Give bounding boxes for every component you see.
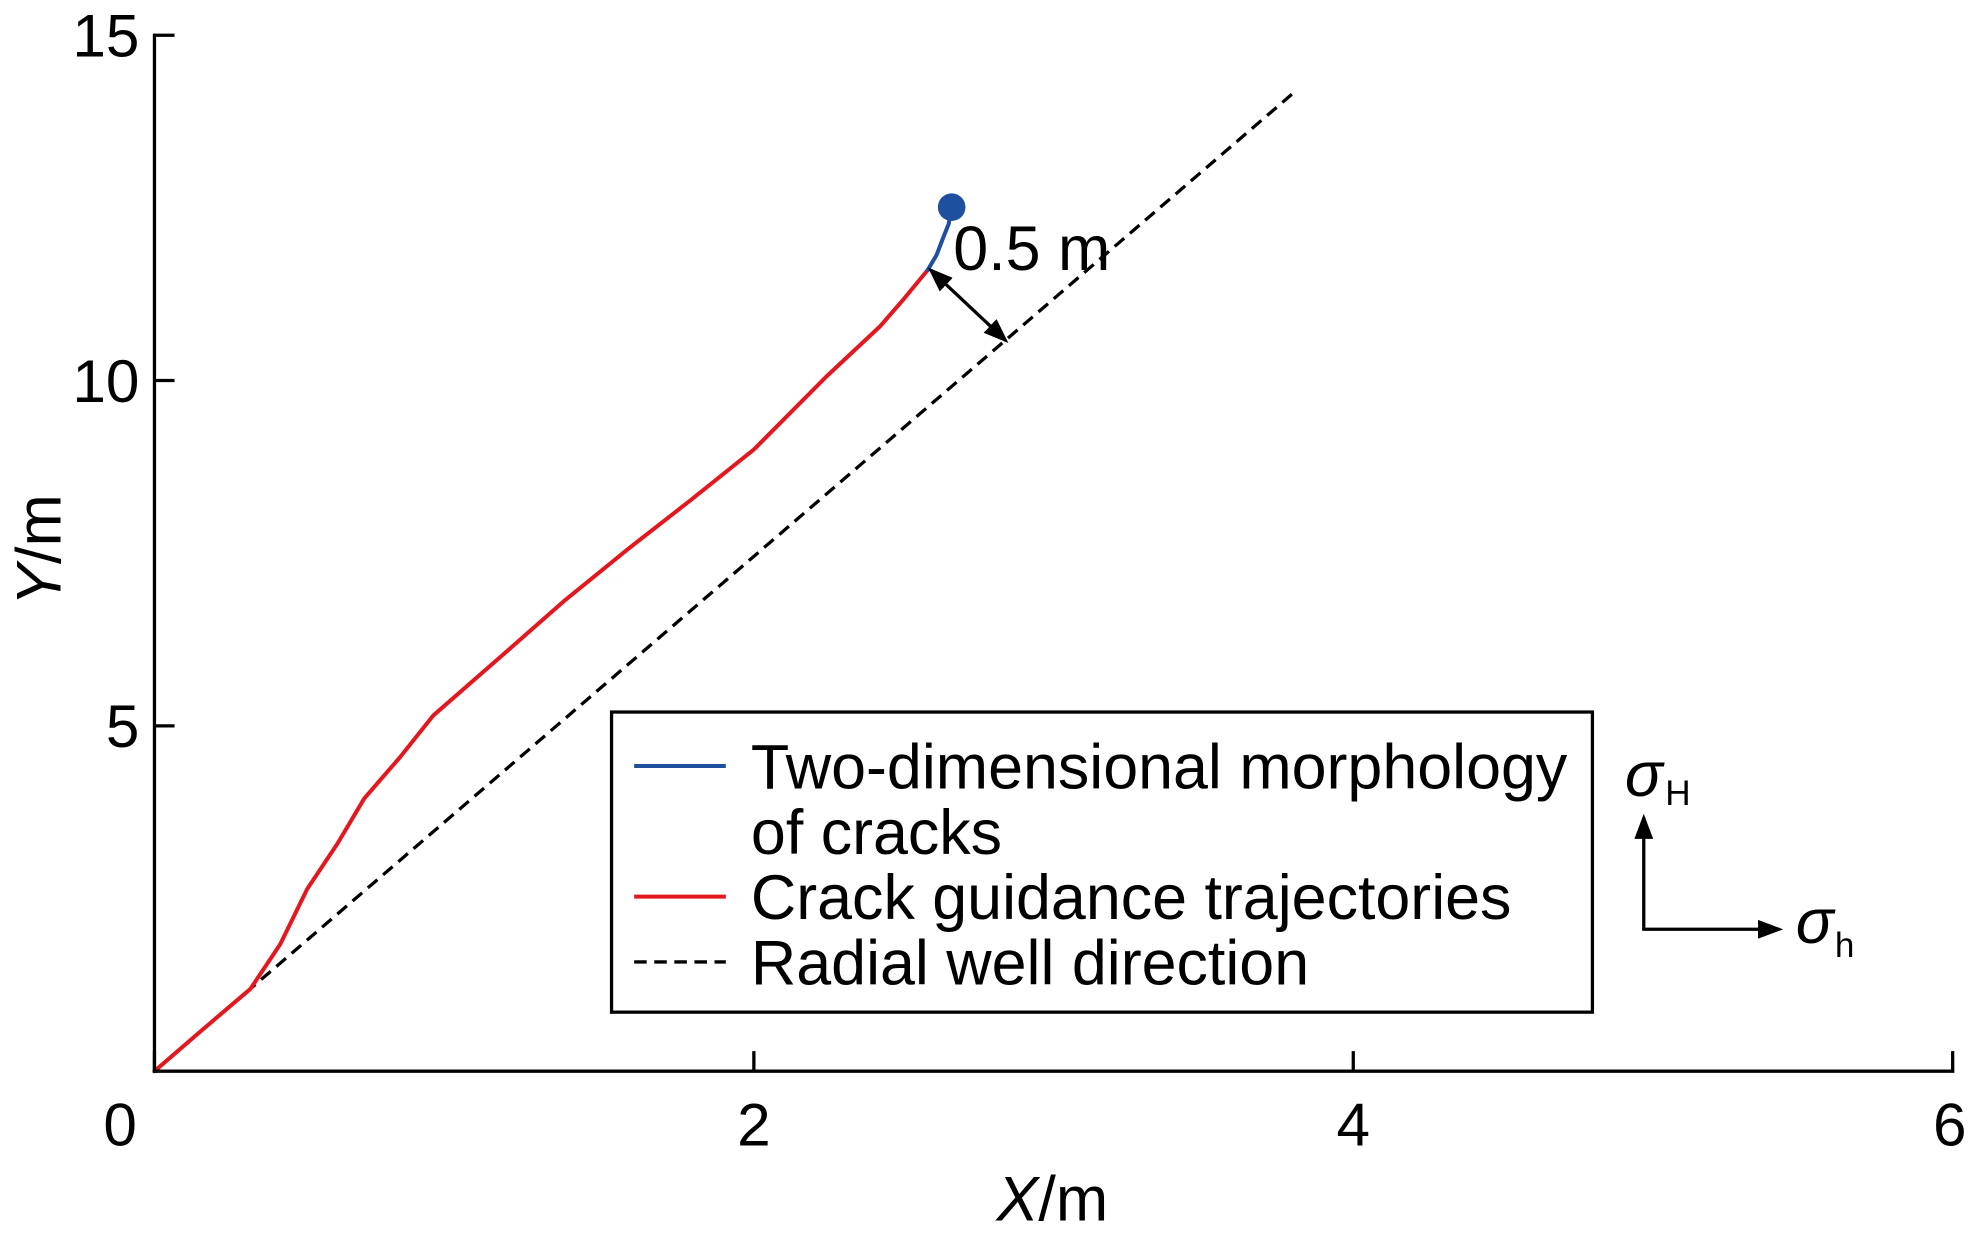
min-stress-subscript: h — [1835, 926, 1855, 965]
legend-label-line: Radial well direction — [751, 929, 1309, 999]
legend-label: Two-dimensional morphology of cracks — [751, 733, 1568, 868]
legend: Two-dimensional morphology of cracksCrack… — [609, 710, 1595, 1014]
legend-entry-radial-well-direction: Radial well direction — [634, 929, 1309, 999]
legend-label-line: of cracks — [751, 798, 1002, 868]
y-tick-label: 10 — [72, 347, 139, 415]
legend-entry-crack-guidance-trajectories: Crack guidance trajectories — [634, 863, 1511, 933]
y-axis-label-unit: /m — [4, 494, 74, 564]
max-stress-subscript: H — [1665, 774, 1690, 813]
legend-label: Radial well direction — [751, 929, 1309, 999]
series-line-radial-well-direction — [153, 89, 1298, 1073]
y-axis-label-variable: Y — [4, 560, 74, 606]
x-axis-label: X/m — [995, 1165, 1109, 1235]
y-tick-label: 5 — [106, 692, 140, 760]
legend-label-line: Two-dimensional morphology — [751, 733, 1568, 803]
y-tick-label: 15 — [72, 2, 139, 70]
x-axis: 0 2 4 6 — [103, 1051, 1966, 1158]
distance-arrow — [927, 267, 1009, 344]
min-stress-label: σh — [1796, 887, 1855, 965]
min-stress-symbol: σ — [1796, 887, 1836, 957]
distance-label: 0.5 m — [953, 214, 1110, 284]
max-stress-symbol: σ — [1625, 740, 1665, 810]
legend-entry-two-dimensional-morphology-of-cracks: Two-dimensional morphology of cracks — [634, 733, 1568, 868]
x-axis-label-variable: X — [995, 1165, 1041, 1235]
stress-direction-indicator: σH σh — [1625, 740, 1854, 965]
y-axis-label: Y/m — [4, 494, 74, 606]
y-axis: 5 10 15 — [72, 2, 175, 1073]
series-line-crack-guidance-trajectories — [152, 268, 930, 1074]
distance-annotation: 0.5 m — [927, 214, 1110, 344]
max-stress-label: σH — [1625, 740, 1691, 813]
x-tick-label: 0 — [103, 1090, 137, 1158]
legend-box — [609, 710, 1595, 1014]
plot-series — [152, 89, 1298, 1074]
legend-label: Crack guidance trajectories — [751, 863, 1512, 933]
x-tick-label: 4 — [1337, 1090, 1371, 1158]
x-axis-label-unit: /m — [1038, 1165, 1108, 1235]
x-tick-label: 6 — [1933, 1090, 1967, 1158]
x-tick-label: 2 — [737, 1090, 771, 1158]
crack-tip-marker — [937, 193, 966, 221]
legend-label-line: Crack guidance trajectories — [751, 863, 1512, 933]
